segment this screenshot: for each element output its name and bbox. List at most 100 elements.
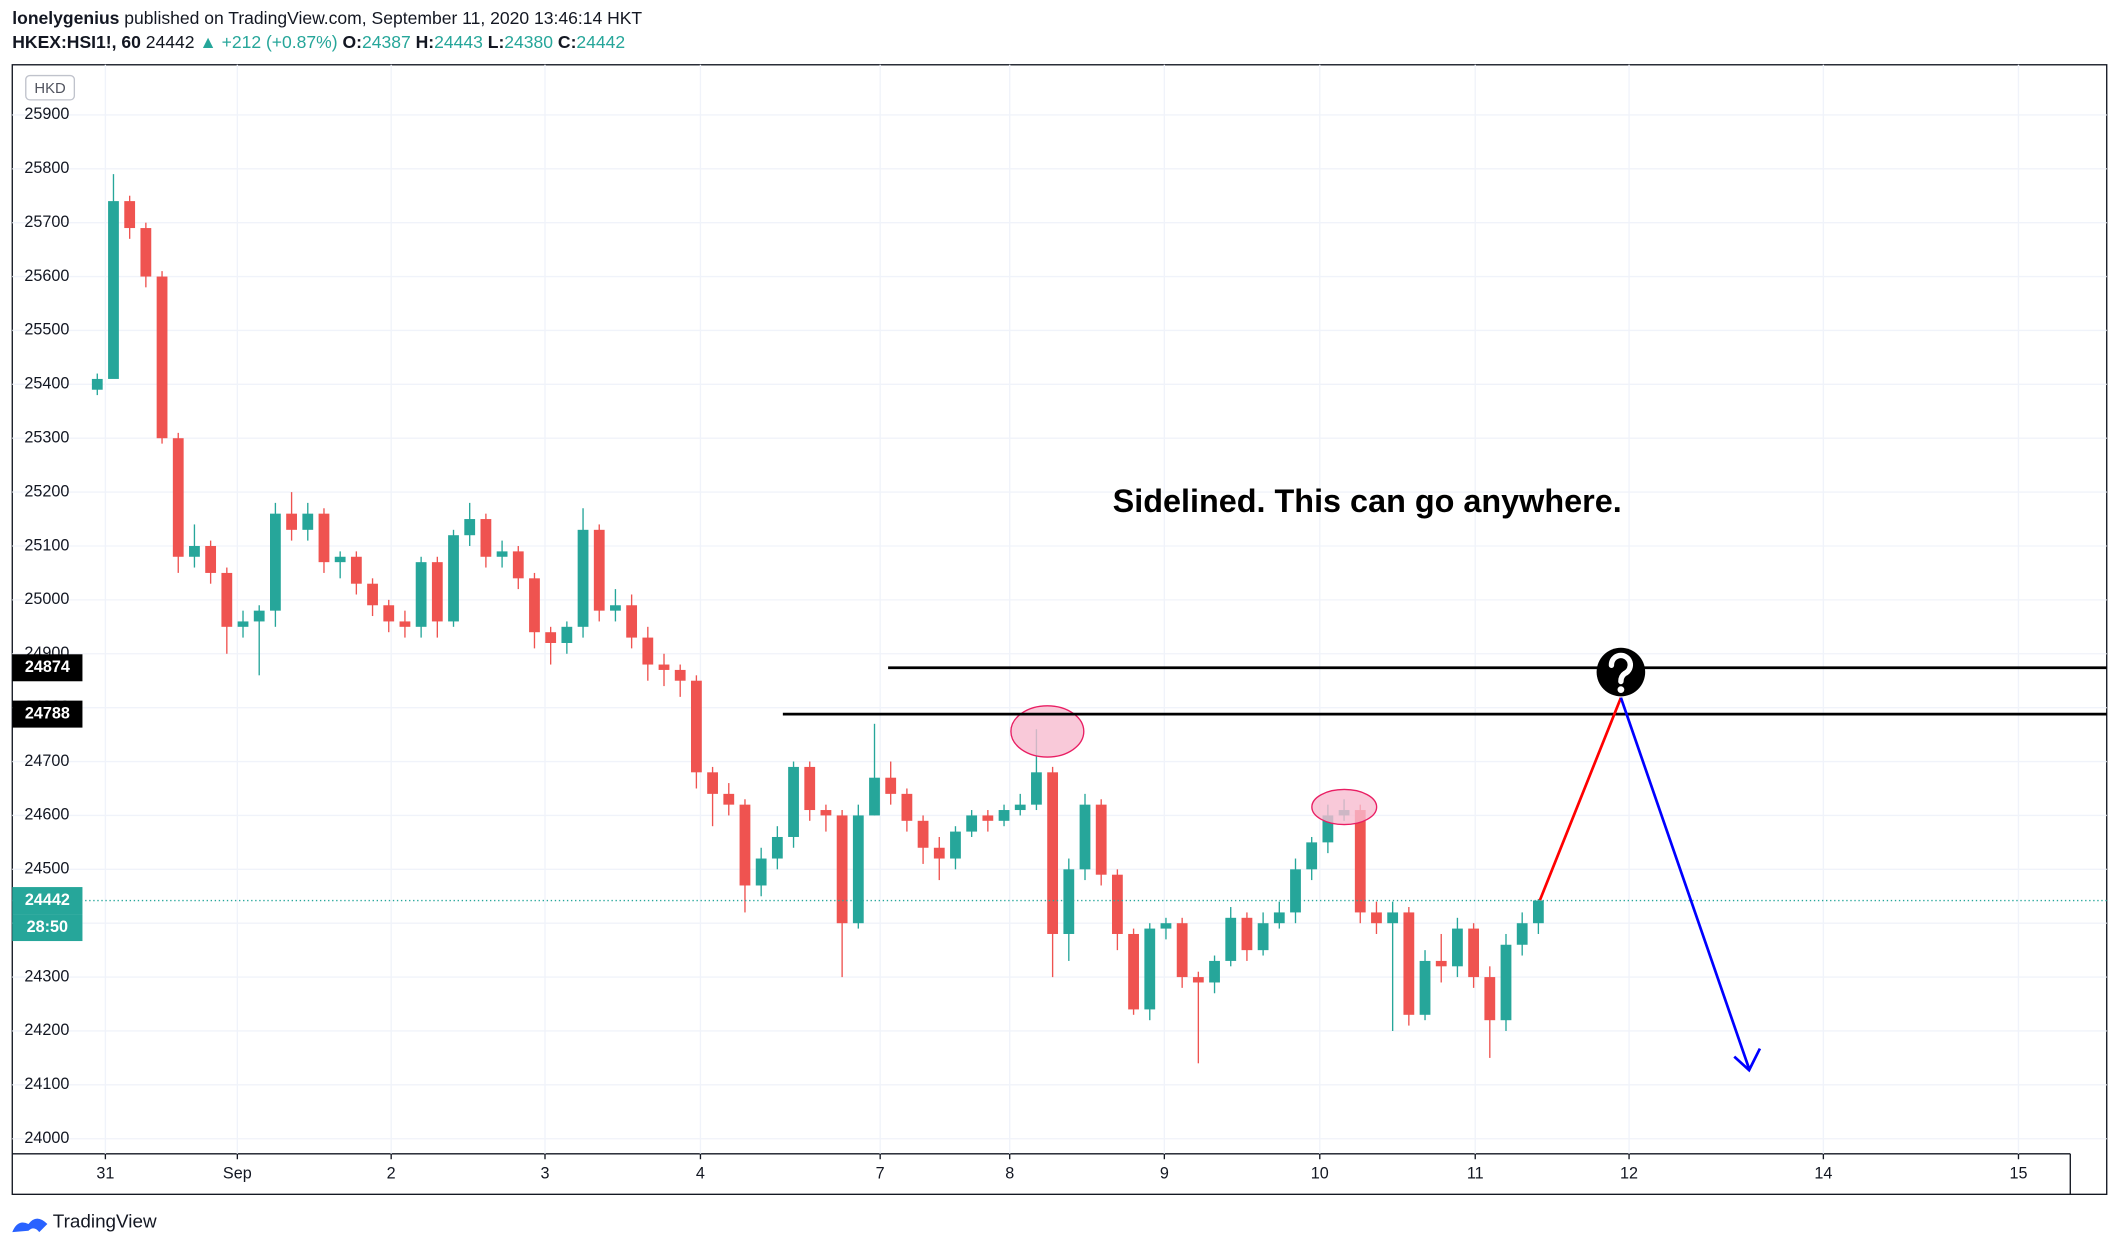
candle-body bbox=[415, 562, 427, 627]
level-label: 24788 bbox=[25, 704, 70, 722]
x-tick-label: 2 bbox=[387, 1164, 396, 1182]
x-tick-label: Sep bbox=[223, 1164, 252, 1182]
candle-body bbox=[917, 820, 929, 848]
candle-body bbox=[448, 535, 459, 622]
candle-body bbox=[626, 605, 638, 638]
candle-body bbox=[350, 556, 362, 584]
x-tick-label: 15 bbox=[2009, 1164, 2027, 1182]
symbol-line: HKEX:HSI1!, 60 24442 ▲ +212 (+0.87%) O:2… bbox=[12, 32, 625, 52]
candle-body bbox=[1484, 977, 1496, 1021]
y-tick-label: 25100 bbox=[24, 536, 69, 554]
y-tick-label: 25000 bbox=[24, 590, 69, 608]
candle-body bbox=[723, 793, 735, 805]
y-tick-label: 24600 bbox=[24, 806, 69, 824]
last-price-box bbox=[12, 887, 83, 915]
currency: HKD bbox=[34, 81, 65, 97]
x-tick-label: 10 bbox=[1311, 1164, 1329, 1182]
ohlc-label: C: bbox=[558, 32, 577, 52]
candle-body bbox=[982, 815, 994, 821]
candle-body bbox=[755, 858, 767, 886]
candle-body bbox=[1257, 923, 1269, 951]
candle-body bbox=[950, 831, 961, 859]
candle-body bbox=[658, 664, 670, 670]
candle-body bbox=[1031, 772, 1042, 805]
candle-body bbox=[739, 804, 751, 886]
question-dot bbox=[1617, 686, 1625, 693]
candle-body bbox=[108, 201, 119, 379]
ohlc-label: H: bbox=[416, 32, 435, 52]
candle-body bbox=[577, 529, 589, 627]
candle-body bbox=[1176, 923, 1188, 978]
y-tick-label: 24100 bbox=[24, 1075, 69, 1093]
ohlc-label: L: bbox=[488, 32, 505, 52]
candle-body bbox=[933, 847, 945, 859]
candle-body bbox=[1419, 960, 1431, 1015]
candle-body bbox=[804, 766, 816, 811]
y-tick-label: 24700 bbox=[24, 752, 69, 770]
author: lonelygenius bbox=[12, 8, 119, 28]
candle-body bbox=[1452, 928, 1463, 967]
level-label-box bbox=[12, 654, 83, 682]
candle-body bbox=[496, 551, 508, 557]
x-tick-label: 7 bbox=[876, 1164, 885, 1182]
candle-body bbox=[852, 815, 864, 924]
candle-body bbox=[1241, 917, 1253, 951]
candle-body bbox=[1435, 960, 1447, 967]
ohlc-label: O: bbox=[342, 32, 361, 52]
candle-body bbox=[1144, 928, 1156, 1010]
candle-body bbox=[1387, 912, 1399, 924]
highlight-ellipse bbox=[1010, 705, 1085, 758]
x-tick-label: 9 bbox=[1160, 1164, 1169, 1182]
candle-body bbox=[1128, 933, 1139, 1010]
y-tick-label: 25500 bbox=[24, 321, 69, 339]
candle-body bbox=[869, 777, 880, 816]
candle-body bbox=[966, 815, 978, 832]
x-tick-label: 31 bbox=[96, 1164, 114, 1182]
candle-body bbox=[91, 378, 103, 390]
candles bbox=[91, 174, 1544, 1064]
candle-body bbox=[431, 562, 443, 622]
last: 24442 bbox=[146, 32, 195, 52]
y-tick-label: 24000 bbox=[24, 1129, 69, 1147]
candle-body bbox=[399, 621, 411, 627]
candle-body bbox=[561, 626, 573, 643]
grid: 2400024100242002430024400245002460024700… bbox=[12, 64, 2107, 1195]
x-tick-label: 8 bbox=[1005, 1164, 1014, 1182]
candle-body bbox=[1209, 960, 1220, 983]
candle-body bbox=[1111, 874, 1123, 934]
candle-body bbox=[1095, 804, 1107, 875]
candle-body bbox=[885, 777, 897, 794]
candle-body bbox=[593, 529, 605, 611]
candle-body bbox=[172, 438, 184, 557]
y-tick-label: 25900 bbox=[24, 105, 69, 123]
candle-body bbox=[270, 513, 281, 611]
arrow-head bbox=[1733, 1047, 1762, 1073]
candle-body bbox=[1047, 772, 1059, 934]
published: published on TradingView.com, September … bbox=[124, 8, 642, 28]
candle-body bbox=[286, 513, 297, 530]
last-price-label: 24442 bbox=[25, 891, 70, 909]
candle-body bbox=[1192, 977, 1204, 983]
candle-body bbox=[1014, 804, 1026, 811]
candle-body bbox=[690, 680, 702, 773]
annotation: Sidelined. This can go anywhere. bbox=[1113, 483, 1622, 519]
candle-body bbox=[1079, 804, 1091, 870]
projection-down bbox=[1619, 697, 1751, 1070]
candle-body bbox=[512, 551, 524, 579]
candle-body bbox=[464, 519, 476, 536]
ohlc-value: 24442 bbox=[576, 32, 625, 52]
countdown: 28:50 bbox=[27, 918, 68, 936]
y-tick-label: 25600 bbox=[24, 267, 69, 285]
header-line: lonelygenius published on TradingView.co… bbox=[12, 8, 642, 28]
candle-body bbox=[1290, 869, 1301, 913]
candle-body bbox=[836, 815, 848, 924]
candle-body bbox=[1225, 917, 1237, 961]
candle-body bbox=[610, 605, 621, 611]
overlay: 24874 24788 24442 28:50 bbox=[12, 654, 2107, 942]
candle-body bbox=[1322, 815, 1334, 843]
x-tick-label: 14 bbox=[1814, 1164, 1832, 1182]
candle-body bbox=[820, 810, 832, 816]
candle-body bbox=[237, 621, 249, 627]
